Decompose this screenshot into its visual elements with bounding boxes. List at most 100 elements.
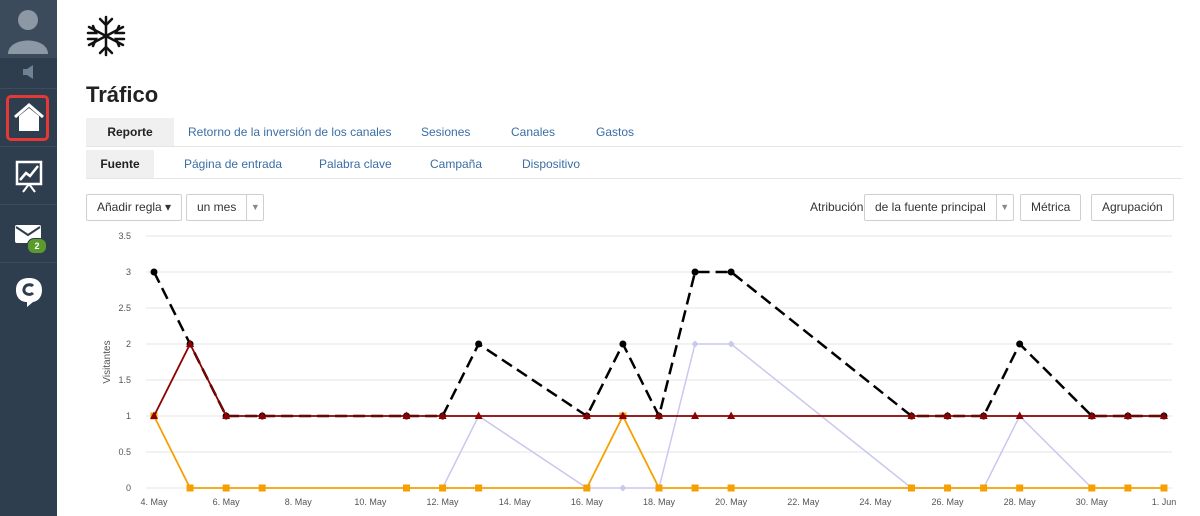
chat-icon [15, 278, 42, 307]
data-point-darkred[interactable] [943, 411, 952, 420]
data-point-black[interactable] [150, 268, 158, 276]
data-point-darkred[interactable] [727, 411, 736, 420]
x-tick-label: 12. May [427, 497, 460, 507]
y-tick-label: 1 [126, 411, 131, 421]
chart-series [150, 268, 1168, 492]
data-point-orange[interactable] [583, 484, 591, 492]
data-point-darkred[interactable] [1015, 411, 1024, 420]
x-tick-label: 24. May [859, 497, 892, 507]
tab-sesiones[interactable]: Sesiones [421, 125, 471, 139]
y-tick-label: 0 [126, 483, 131, 493]
data-point-darkred[interactable] [618, 411, 627, 420]
y-tick-label: 2 [126, 339, 131, 349]
data-point-black[interactable] [727, 268, 735, 276]
data-point-darkred[interactable] [979, 411, 988, 420]
chevron-down-icon: ▼ [250, 202, 260, 212]
primary-tabs: Reporte Retorno de la inversión de los c… [86, 118, 1182, 147]
data-point-darkred[interactable] [691, 411, 700, 420]
data-point-orange[interactable] [980, 484, 988, 492]
x-tick-label: 26. May [932, 497, 965, 507]
attribution-select[interactable]: de la fuente principal ▼ [864, 194, 1014, 221]
tab-dispositivo[interactable]: Dispositivo [522, 157, 581, 171]
metric-button[interactable]: Métrica [1020, 194, 1082, 221]
period-select[interactable]: un mes ▼ [186, 194, 265, 221]
tab-campana[interactable]: Campaña [430, 157, 483, 171]
data-point-orange[interactable] [222, 484, 230, 492]
y-tick-label: 0.5 [118, 447, 131, 457]
data-point-orange[interactable] [727, 484, 735, 492]
data-point-darkred[interactable] [222, 411, 231, 420]
data-point-darkred[interactable] [1123, 411, 1132, 420]
data-point-darkred[interactable] [150, 411, 158, 420]
sidebar-item-messages[interactable]: 2 [0, 204, 57, 263]
tab-pagina-entrada[interactable]: Página de entrada [184, 157, 283, 171]
add-rule-button[interactable]: Añadir regla ▾ [86, 194, 183, 221]
data-point-darkred[interactable] [258, 411, 267, 420]
period-select-value: un mes [187, 195, 248, 220]
data-point-darkred[interactable] [438, 411, 447, 420]
data-point-darkred[interactable] [654, 411, 663, 420]
x-tick-label: 8. May [285, 497, 313, 507]
x-tick-label: 28. May [1004, 497, 1037, 507]
home-icon [13, 103, 44, 131]
y-axis-title: Visitantes [102, 340, 113, 383]
user-avatar-icon[interactable] [0, 0, 57, 58]
grouping-button[interactable]: Agrupación [1091, 194, 1174, 221]
data-point-orange[interactable] [1160, 484, 1168, 492]
data-point-black[interactable] [1016, 340, 1024, 348]
data-point-darkred[interactable] [1087, 411, 1096, 420]
tab-gastos[interactable]: Gastos [596, 125, 635, 139]
data-point-orange[interactable] [439, 484, 447, 492]
data-point-darkred[interactable] [1159, 411, 1168, 420]
page-title: Tráfico [86, 82, 159, 107]
data-point-orange[interactable] [186, 484, 194, 492]
tab-palabra-clave[interactable]: Palabra clave [319, 157, 392, 171]
y-tick-label: 1.5 [118, 375, 131, 385]
data-point-lavender[interactable] [619, 484, 627, 492]
y-axis-ticks: 0 0.5 1 1.5 2 2.5 3 3.5 [118, 231, 131, 493]
series-darkred [150, 339, 1168, 420]
x-tick-label: 16. May [571, 497, 604, 507]
x-tick-label: 22. May [787, 497, 820, 507]
data-point-orange[interactable] [691, 484, 699, 492]
sidebar: 2 [0, 0, 57, 516]
tab-fuente[interactable]: Fuente [86, 150, 154, 178]
data-point-black[interactable] [619, 340, 627, 348]
data-point-black[interactable] [475, 340, 483, 348]
tab-canales[interactable]: Canales [511, 125, 556, 139]
y-tick-label: 3 [126, 267, 131, 277]
tab-reporte[interactable]: Reporte [86, 118, 174, 146]
sidebar-item-reports[interactable] [0, 146, 57, 205]
data-point-darkred[interactable] [402, 411, 411, 420]
x-tick-label: 14. May [499, 497, 532, 507]
active-highlight [6, 95, 49, 141]
x-tick-label: 20. May [715, 497, 748, 507]
y-tick-label: 2.5 [118, 303, 131, 313]
data-point-orange[interactable] [258, 484, 266, 492]
tab-retorno-inversion[interactable]: Retorno de la inversión de los canales [188, 125, 392, 139]
snowflake-logo [84, 14, 128, 58]
data-point-darkred[interactable] [582, 411, 591, 420]
attribution-select-value: de la fuente principal [865, 195, 997, 220]
x-axis-ticks: 4. May 6. May 8. May 10. May 12. May 14. May 1… [140, 497, 1176, 507]
x-tick-label: 4. May [140, 497, 168, 507]
data-point-lavender[interactable] [727, 340, 735, 348]
data-point-darkred[interactable] [907, 411, 916, 420]
data-point-orange[interactable] [1016, 484, 1024, 492]
data-point-darkred[interactable] [186, 339, 195, 348]
data-point-orange[interactable] [944, 484, 952, 492]
data-point-orange[interactable] [1124, 484, 1132, 492]
data-point-lavender[interactable] [691, 340, 699, 348]
megaphone-icon[interactable] [0, 58, 57, 86]
data-point-black[interactable] [691, 268, 699, 276]
data-point-darkred[interactable] [474, 411, 483, 420]
sidebar-item-home[interactable] [0, 88, 57, 147]
sidebar-item-chat[interactable] [0, 262, 57, 321]
data-point-orange[interactable] [655, 484, 663, 492]
data-point-orange[interactable] [907, 484, 915, 492]
x-tick-label: 10. May [354, 497, 387, 507]
data-point-orange[interactable] [1088, 484, 1096, 492]
data-point-orange[interactable] [402, 484, 410, 492]
data-point-orange[interactable] [475, 484, 483, 492]
chevron-down-icon: ▼ [1000, 202, 1010, 212]
